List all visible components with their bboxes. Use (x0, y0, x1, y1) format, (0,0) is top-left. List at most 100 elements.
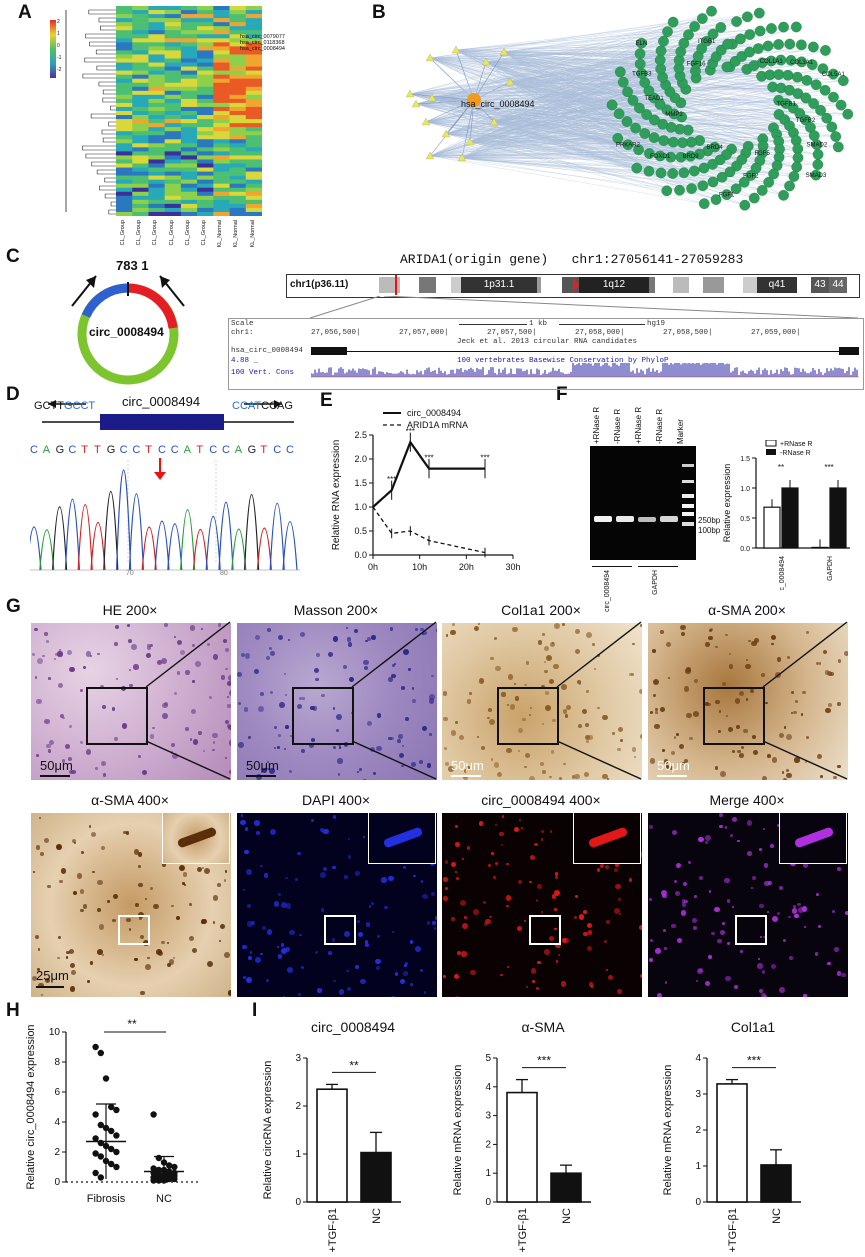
heat-cell (213, 90, 230, 96)
sample-label: KL_Normal (249, 220, 256, 248)
heat-cell (132, 26, 149, 31)
heat-cell (164, 54, 182, 59)
heat-cell (245, 151, 262, 156)
marker-100: 100bp (698, 526, 721, 535)
scale-bar-label: 50μm (451, 758, 484, 773)
mirna-node (425, 53, 435, 62)
zoom-line (556, 621, 642, 688)
gene-node (778, 189, 789, 201)
heat-cell (132, 70, 149, 75)
heat-cell (213, 183, 230, 189)
heat-cell (213, 199, 230, 205)
gene-node (766, 23, 777, 34)
inset (162, 812, 230, 864)
edge (429, 133, 645, 157)
gene-label: MMP2 (665, 112, 683, 118)
peak (116, 469, 132, 571)
gene-node (654, 54, 666, 66)
heat-cell (164, 34, 182, 39)
heat-cell (148, 151, 165, 156)
heat-cell (132, 74, 149, 79)
heat-cell (180, 90, 198, 96)
y-tick-label: 0.5 (354, 526, 367, 536)
data-point (92, 1111, 99, 1118)
heat-cell (148, 203, 165, 209)
heat-cell (245, 167, 262, 172)
heat-cell (245, 159, 262, 164)
heat-cell (229, 199, 247, 205)
heat-cell (148, 115, 165, 120)
edge (503, 51, 628, 122)
edge (409, 93, 689, 131)
base-call: T (81, 444, 88, 456)
sig-label: *** (537, 1054, 551, 1068)
heat-cell (164, 159, 182, 164)
heat-cell (116, 183, 133, 189)
track-note: Jeck et al. 2013 circular RNA candidates (457, 338, 638, 346)
dendro-branch (89, 41, 116, 47)
gene-node (722, 38, 733, 50)
gene-node (784, 180, 795, 192)
heat-cell (213, 50, 230, 55)
heat-cell (197, 58, 214, 63)
scale-bar-label: 50μm (246, 758, 279, 773)
edge (409, 93, 655, 121)
y-tick-label: 2 (54, 1147, 60, 1158)
data-point (108, 1127, 115, 1135)
edge (425, 121, 695, 172)
chart-i2: α-SMA 0 1 2 3 4 5 +TGF-β1 NC *** Relative mRNA exp… (452, 1020, 591, 1253)
edge (461, 157, 742, 160)
heat-cell (180, 70, 198, 75)
gene-node (707, 176, 719, 188)
edge (473, 51, 505, 101)
edge (409, 59, 661, 95)
heat-cell (148, 119, 165, 124)
heat-cell (132, 127, 149, 132)
gene-node (654, 150, 666, 162)
dendro-branch (101, 129, 116, 135)
gene-node (661, 185, 673, 197)
heat-cell (164, 74, 182, 79)
heat-cell (245, 42, 262, 47)
data-point (92, 1169, 99, 1177)
heat-cell (148, 187, 165, 193)
heat-cell (132, 203, 149, 209)
heat-cell (180, 10, 198, 15)
heat-cell (245, 78, 262, 84)
mirna-node (441, 129, 451, 138)
heat-cell (229, 179, 247, 184)
heat-cell (180, 159, 198, 164)
heat-cell (245, 82, 262, 88)
heat-cell (213, 78, 230, 84)
y-tick-label: 0 (695, 1197, 701, 1208)
highlight-label: hsa_circ_0118368 (240, 40, 285, 46)
heat-cell (180, 155, 198, 160)
heat-cell (164, 70, 182, 75)
heat-cell (164, 135, 182, 140)
edge (503, 51, 799, 158)
heat-cell (148, 98, 165, 104)
base-call: A (42, 444, 51, 456)
tick: -1 (57, 55, 62, 61)
edge (409, 93, 700, 155)
heat-cell (229, 131, 247, 136)
dendro-branch (82, 73, 116, 79)
edge (469, 44, 802, 143)
sig-label: *** (424, 454, 433, 463)
x-tick-label: circ_0008494 (779, 556, 786, 590)
edge (503, 51, 637, 169)
heat-cell (148, 82, 165, 88)
heat-cell (132, 38, 149, 43)
heat-cell (229, 159, 247, 164)
edge (429, 57, 779, 142)
edge (503, 51, 667, 110)
heat-cell (180, 115, 198, 120)
y-tick-label: 0 (295, 1197, 301, 1208)
heat-cell (180, 46, 198, 51)
left-primer: GCTTGCCT (34, 400, 95, 412)
heat-cell (148, 102, 165, 108)
histo-image (30, 622, 232, 781)
gene-node (842, 108, 854, 120)
heat-cell (213, 74, 230, 79)
gene-node (622, 86, 633, 98)
